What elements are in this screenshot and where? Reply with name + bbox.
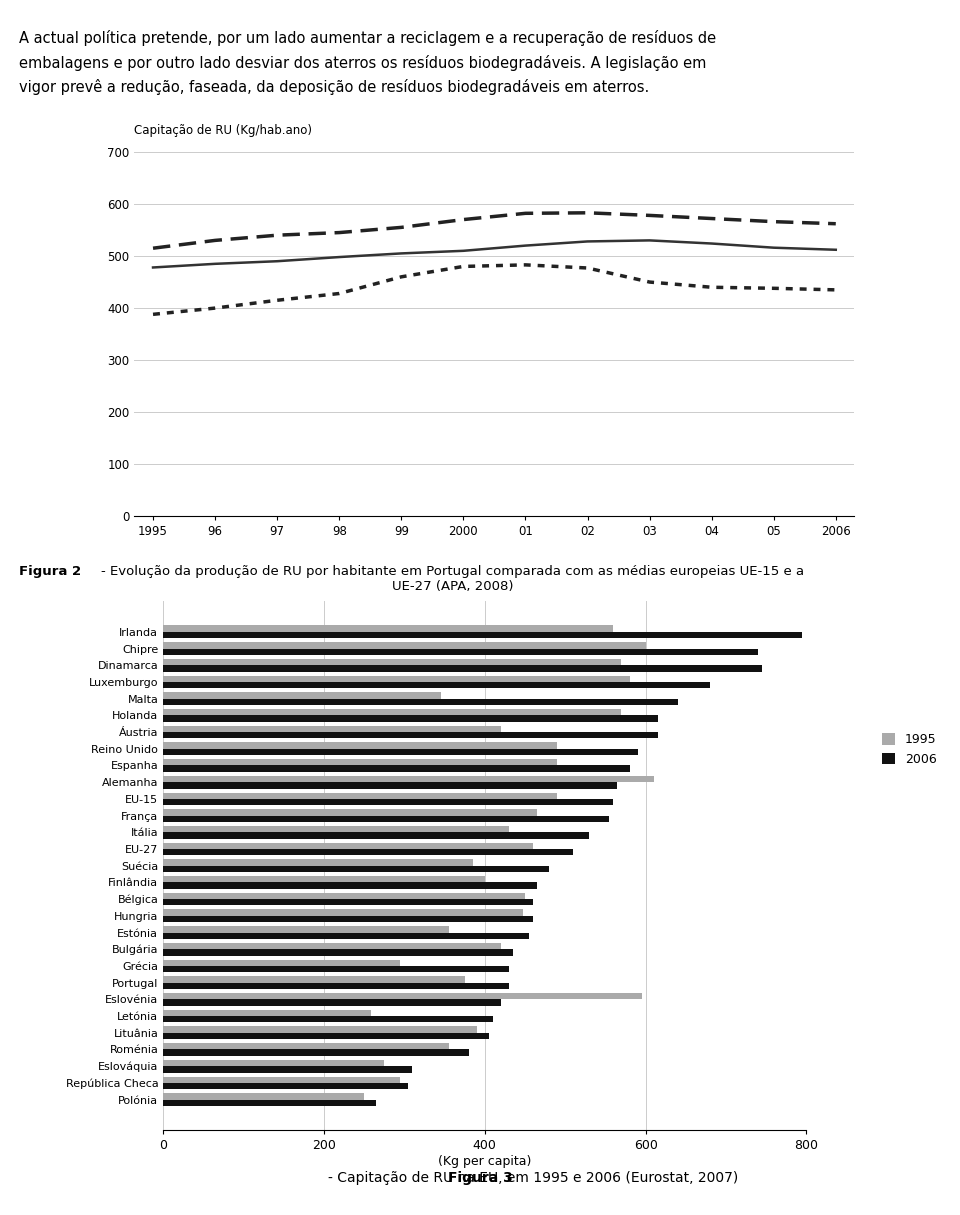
Bar <box>163 626 613 632</box>
Bar <box>163 693 441 699</box>
Text: embalagens e por outro lado desviar dos aterros os resíduos biodegradáveis. A le: embalagens e por outro lado desviar dos … <box>19 55 707 70</box>
Bar <box>163 765 630 772</box>
Bar <box>163 1050 468 1056</box>
Bar <box>163 716 658 722</box>
Bar <box>163 826 509 832</box>
Bar <box>163 960 400 966</box>
Text: A actual política pretende, por um lado aumentar a reciclagem e a recuperação de: A actual política pretende, por um lado … <box>19 30 716 46</box>
Text: vigor prevê a redução, faseada, da deposição de resíduos biodegradáveis em aterr: vigor prevê a redução, faseada, da depos… <box>19 79 650 95</box>
Bar <box>163 843 533 849</box>
Text: Figura 3: Figura 3 <box>447 1170 513 1185</box>
Bar <box>163 792 557 798</box>
Bar <box>163 926 448 933</box>
Bar <box>163 776 654 782</box>
Text: Figura 2: Figura 2 <box>19 565 82 578</box>
Bar <box>163 643 645 649</box>
Bar <box>163 731 658 739</box>
Bar <box>163 1067 413 1073</box>
Bar <box>163 933 529 939</box>
Bar <box>163 632 803 638</box>
Bar <box>163 966 509 972</box>
Bar <box>163 682 710 688</box>
X-axis label: (Kg per capita): (Kg per capita) <box>438 1154 532 1168</box>
Bar <box>163 977 465 983</box>
Bar <box>163 1000 501 1006</box>
Bar <box>163 899 533 905</box>
Bar <box>163 1010 371 1016</box>
Bar <box>163 1100 376 1106</box>
Bar <box>163 983 509 989</box>
Bar <box>163 676 630 682</box>
Bar <box>163 882 537 888</box>
Bar <box>163 832 589 838</box>
Legend: 1995, 2006: 1995, 2006 <box>877 728 942 770</box>
Bar <box>163 798 613 806</box>
Bar <box>163 1059 384 1067</box>
Bar <box>163 943 501 949</box>
Bar <box>163 665 762 672</box>
Bar <box>163 1016 492 1022</box>
Bar <box>163 742 557 748</box>
Bar <box>163 1083 408 1089</box>
Bar <box>163 1094 364 1100</box>
Bar <box>163 859 472 865</box>
Bar <box>163 659 621 665</box>
Bar <box>163 699 678 705</box>
Text: - Evolução da produção de RU por habitante em Portugal comparada com as médias e: - Evolução da produção de RU por habitan… <box>101 565 804 593</box>
Bar <box>163 649 758 655</box>
Bar <box>163 1033 489 1039</box>
Text: Capitação de RU (Kg/hab.ano): Capitação de RU (Kg/hab.ano) <box>134 124 312 137</box>
Bar <box>163 759 557 765</box>
Text: - Capitação de RU na EU, em 1995 e 2006 (Eurostat, 2007): - Capitação de RU na EU, em 1995 e 2006 … <box>327 1170 738 1185</box>
Bar <box>163 893 525 899</box>
Bar <box>163 993 641 1000</box>
Bar <box>163 876 485 882</box>
Bar <box>163 1044 448 1050</box>
Legend: UE-27, Portugal, UE-15: UE-27, Portugal, UE-15 <box>336 603 653 626</box>
Bar <box>163 782 617 789</box>
Bar <box>163 725 501 731</box>
Bar <box>163 849 573 855</box>
Bar <box>163 809 537 815</box>
Bar <box>163 910 523 916</box>
Bar <box>163 916 533 922</box>
Bar <box>163 949 513 955</box>
Bar <box>163 748 637 755</box>
Bar <box>163 710 621 716</box>
Bar <box>163 1027 477 1033</box>
Bar <box>163 865 549 872</box>
Bar <box>163 815 610 821</box>
Bar <box>163 1076 400 1083</box>
